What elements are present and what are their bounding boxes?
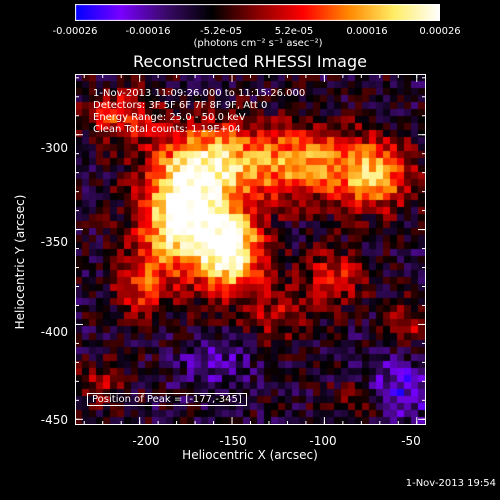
detectors-annotation: Detectors: 3F 5F 6F 7F 8F 9F, Att 0 [93,100,268,111]
y-tick-label: -350 [40,235,68,249]
plot-title: Reconstructed RHESSI Image [133,52,367,71]
peak-position-annotation: Position of Peak = [-177,-345] [87,393,247,406]
y-tick-label: -450 [40,413,68,427]
colorbar-tick-label: -5.2e-05 [200,26,242,37]
colorbar [75,4,440,21]
x-tick-label: -150 [219,434,247,448]
colorbar-tick-label: -0.00026 [52,26,98,37]
plot-axes-frame [75,74,426,425]
time-range-annotation: 1-Nov-2013 11:09:26.000 to 11:15:26.000 [93,88,306,99]
colorbar-tick-label: 5.2e-05 [274,26,314,37]
y-tick-label: -400 [40,325,68,339]
x-tick-label: -100 [309,434,337,448]
x-tick-label: -50 [401,434,421,448]
timestamp: 1-Nov-2013 19:54 [405,478,496,489]
x-axis-label: Heliocentric X (arcsec) [182,448,318,462]
energy-range-annotation: Energy Range: 25.0 - 50.0 keV [93,112,246,123]
colorbar-tick-label: -0.00016 [125,26,171,37]
heatmap-image [75,74,426,425]
colorbar-tick-label: 0.00016 [346,26,388,37]
x-tick-label: -200 [132,434,160,448]
y-axis-label: Heliocentric Y (arcsec) [13,194,27,330]
colorbar-units-label: (photons cm⁻² s⁻¹ asec⁻²) [193,38,323,49]
y-tick-label: -300 [40,141,68,155]
method-annotation: Clean Total counts: 1.19E+04 [93,124,241,135]
colorbar-tick-label: 0.00026 [419,26,461,37]
